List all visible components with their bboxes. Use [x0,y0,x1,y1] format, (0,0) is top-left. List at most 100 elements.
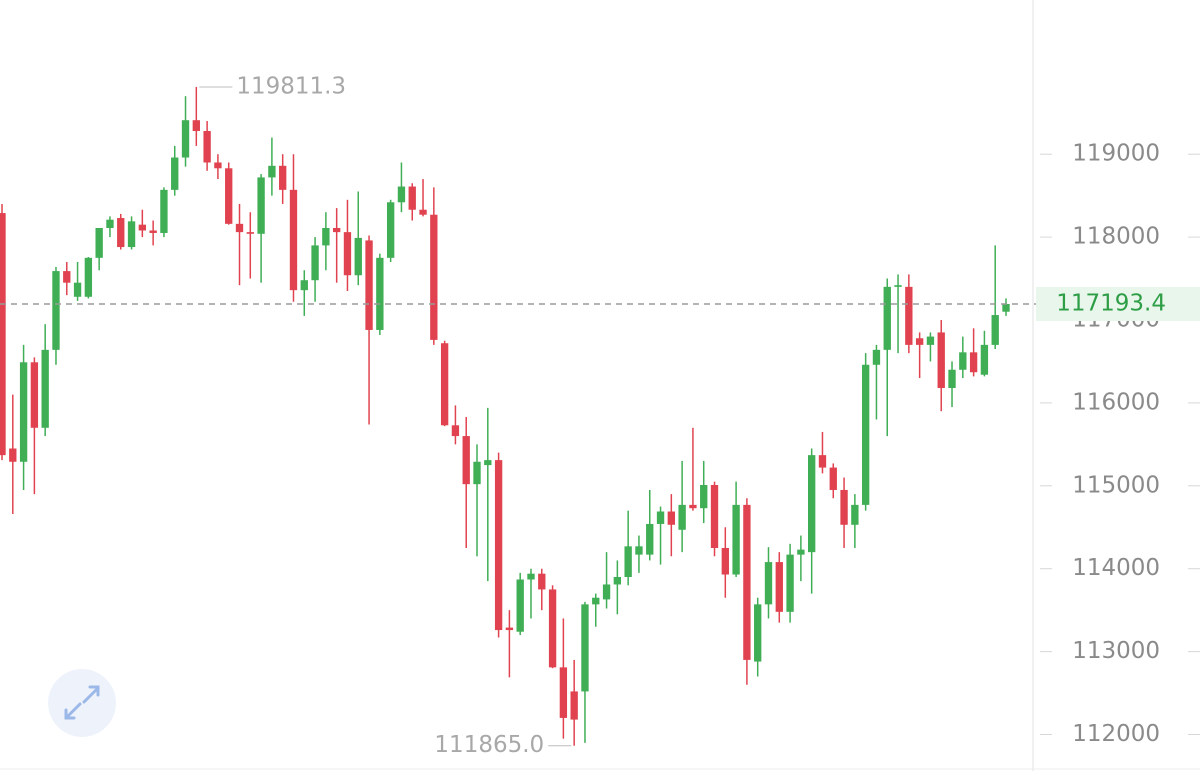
candle-body [818,455,827,468]
candle-body [559,667,568,718]
candle-body [592,597,600,605]
candle-body [797,549,805,555]
y-tick-label: 116000 [1072,389,1160,415]
candle-body [365,240,373,330]
candle-body [710,484,719,548]
candle-body [181,120,190,158]
candle-body [84,257,93,297]
candle-body [41,349,49,428]
candle-body [386,202,395,258]
y-tick-label: 114000 [1072,555,1160,581]
candle-body [419,209,427,215]
candle-body [203,130,211,163]
candle-body [991,315,999,345]
candle-body [667,511,676,525]
candle-body [127,221,136,248]
candle-body [1002,303,1010,312]
candle-body [905,286,913,345]
candle-body [343,232,352,276]
candle-body [840,489,848,525]
candle-body [30,362,39,428]
candle-body [246,232,254,234]
candle-body [915,338,924,345]
candle-body [624,546,632,578]
candle-body [548,589,557,668]
candle-body [117,218,125,248]
candle-body [0,213,6,456]
candle-body [138,224,147,231]
candle-body [786,554,794,612]
candle-body [829,467,837,490]
candle-body [808,455,816,553]
candle-body [214,162,222,169]
candle-body [52,271,60,350]
candle-body [570,691,578,720]
candle-body [656,511,665,524]
candle-body [602,584,611,600]
candle-body [160,189,168,233]
candle-body [516,579,524,632]
candle-body [948,369,956,388]
last-price-badge [1036,286,1200,321]
candle-body [257,177,265,234]
candle-body [376,257,384,330]
candle-body [279,165,287,190]
candle-body [872,349,881,365]
candle-body [289,189,298,291]
last-price-label: 117193.4 [1056,290,1166,316]
candle-body [149,230,157,233]
candle-body [743,504,751,660]
high-label: 119811.3 [236,73,346,99]
low-label: 111865.0 [434,732,544,758]
candle-body [678,504,686,530]
expand-button[interactable] [48,669,116,737]
candle-body [9,448,17,462]
candle-body [192,120,200,131]
candle-body [775,562,783,612]
candle-body [635,546,643,555]
candle-body [235,223,244,233]
y-tick-label: 119000 [1072,141,1160,167]
candle-body [538,573,546,590]
candle-body [311,245,319,281]
candle-body [462,436,470,485]
candle-body [430,214,438,340]
candle-body [397,186,406,203]
candle-body [63,271,71,283]
candle-body [959,352,967,370]
candle-body [73,282,82,297]
candle-body [106,219,114,228]
candle-body [171,157,179,190]
candle-body [754,604,762,662]
candle-body [721,547,729,575]
candle-body [527,573,535,580]
candle-body [861,364,870,505]
candle-body [926,336,935,345]
candle-body [937,332,945,388]
candle-body [980,344,989,375]
candle-body [689,504,697,509]
candle-body [322,227,330,246]
candle-body [484,460,492,466]
candle-body [646,523,654,555]
candle-body [732,504,740,575]
candle-body [451,425,460,437]
candle-body [613,577,622,585]
candle-body [268,165,276,178]
candle-body [408,186,416,210]
candle-body [894,285,902,287]
y-tick-label: 112000 [1072,721,1160,747]
candle-body [700,484,708,509]
y-tick-label: 115000 [1072,472,1160,498]
candle-body [883,286,891,350]
y-tick-label: 118000 [1072,224,1160,250]
y-tick-label: 113000 [1072,638,1160,664]
candle-body [494,460,503,631]
candle-body [764,562,773,605]
candle-body [95,227,103,258]
candle-body [440,343,449,426]
candle-body [969,352,978,373]
candle-body [851,504,859,525]
